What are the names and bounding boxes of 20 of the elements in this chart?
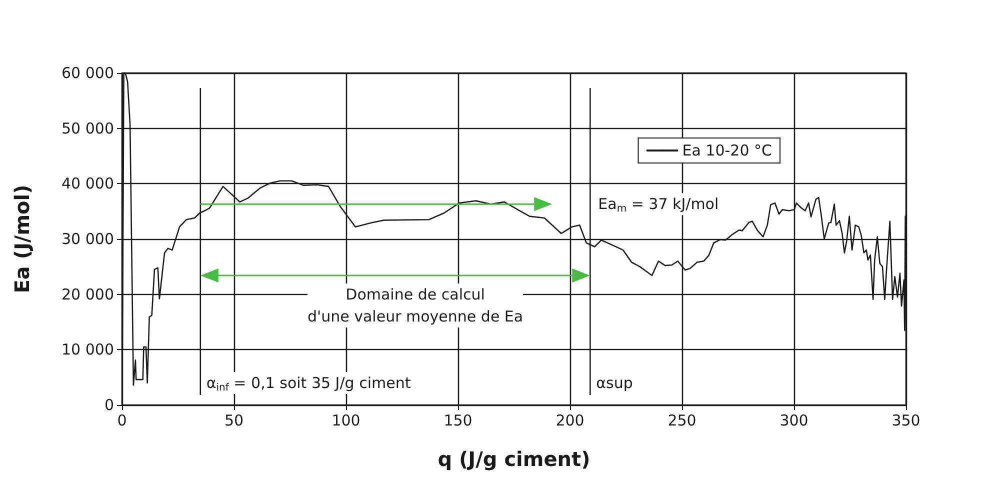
x-tick-label: 200	[556, 412, 584, 430]
y-tick-label: 0	[104, 396, 114, 414]
x-tick-label: 0	[117, 412, 127, 430]
x-tick-label: 50	[224, 412, 244, 430]
x-axis-title: q (J/g ciment)	[438, 447, 590, 471]
x-tick-label: 100	[332, 412, 360, 430]
y-tick-label: 40 000	[62, 174, 114, 193]
y-tick-label: 20 000	[62, 285, 114, 304]
y-axis-title: Ea (J/mol)	[10, 184, 34, 294]
y-tick-label: 10 000	[62, 340, 114, 359]
x-tick-label: 150	[444, 412, 472, 430]
legend-label: Ea 10-20 °C	[682, 142, 772, 160]
x-tick-label: 300	[780, 412, 808, 430]
y-tick-label: 50 000	[62, 119, 114, 138]
y-tick-label: 60 000	[62, 64, 114, 82]
x-tick-label: 350	[892, 412, 920, 430]
y-tick-label: 30 000	[62, 230, 114, 248]
annotation: Domaine de calcul d'une valeur moyenne de Ea	[307, 286, 524, 326]
x-tick-label: 250	[668, 412, 696, 430]
ref-line-label: αsup	[596, 374, 633, 392]
